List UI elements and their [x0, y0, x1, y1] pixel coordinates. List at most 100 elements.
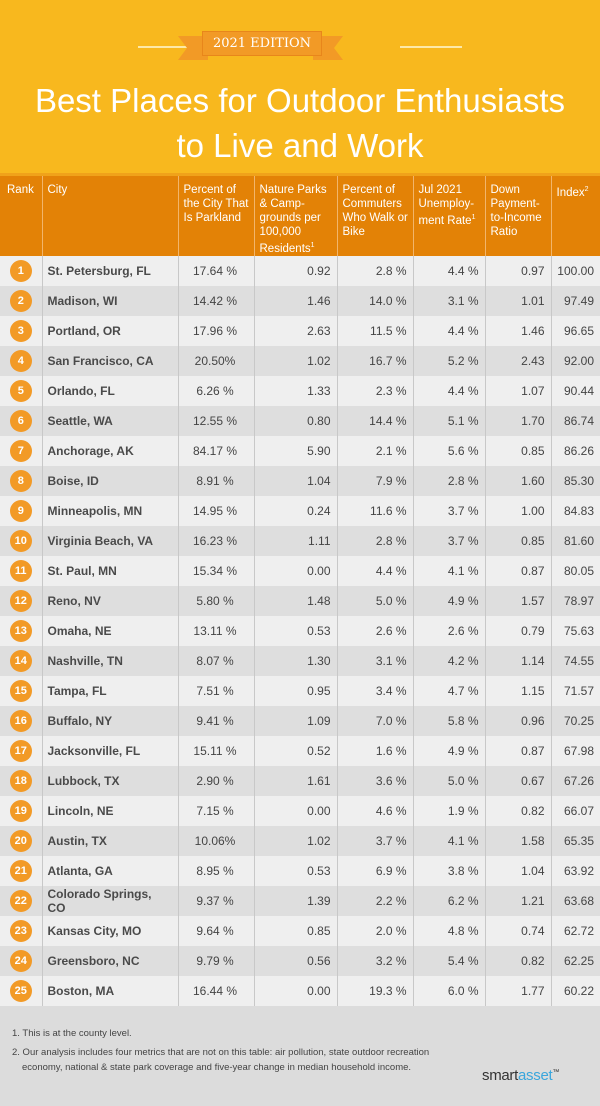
cell-city: Anchorage, AK [41, 435, 178, 466]
cell-nature-parks: 1.61 [253, 765, 337, 796]
cell-unemployment: 5.4 % [412, 945, 485, 976]
cell-parkland: 15.11 % [177, 735, 254, 766]
table-row: 7 Anchorage, AK 84.17 % 5.90 2.1 % 5.6 % 0.85 8… [0, 435, 600, 466]
table-row: 19 Lincoln, NE 7.15 % 0.00 4.6 % 1.9 % 0.82 66.… [0, 795, 600, 826]
cell-index: 67.26 [550, 765, 600, 796]
cell-city: St. Petersburg, FL [41, 255, 178, 286]
cell-nature-parks: 0.85 [253, 915, 337, 946]
cell-city: Tampa, FL [41, 675, 178, 706]
hero-banner: 2021 EDITION Best Places for Outdoor Ent… [0, 0, 600, 173]
column-header-city: City [41, 172, 178, 256]
rank-badge: 10 [9, 529, 32, 552]
cell-rank: 17 [0, 735, 42, 766]
cell-parkland: 8.91 % [177, 465, 254, 496]
cell-walk-bike: 11.6 % [336, 495, 413, 526]
cell-parkland: 13.11 % [177, 615, 254, 646]
cell-parkland: 20.50% [177, 345, 254, 376]
cell-walk-bike: 2.8 % [336, 255, 413, 286]
cell-index: 62.72 [550, 915, 600, 946]
rank-badge: 13 [9, 619, 32, 642]
footnote-marker: 2 [584, 186, 589, 193]
rank-badge: 22 [9, 889, 32, 912]
cell-walk-bike: 4.6 % [336, 795, 413, 826]
cell-rank: 12 [0, 585, 42, 616]
cell-nature-parks: 1.33 [253, 375, 337, 406]
table-row: 12 Reno, NV 5.80 % 1.48 5.0 % 4.9 % 1.57 78.97 [0, 585, 600, 616]
cell-down-payment: 1.46 [484, 315, 551, 346]
cell-city: Minneapolis, MN [41, 495, 178, 526]
rank-badge: 7 [9, 439, 32, 462]
cell-rank: 25 [0, 975, 42, 1006]
title-line-1: Best Places for Outdoor Enthusiasts [34, 82, 566, 119]
cell-nature-parks: 0.53 [253, 615, 337, 646]
cell-city: Atlanta, GA [41, 855, 178, 886]
cell-walk-bike: 3.2 % [336, 945, 413, 976]
cell-rank: 23 [0, 915, 42, 946]
cell-unemployment: 3.7 % [412, 495, 485, 526]
cell-index: 74.55 [550, 645, 600, 676]
table-row: 13 Omaha, NE 13.11 % 0.53 2.6 % 2.6 % 0.79 75.6… [0, 615, 600, 646]
cell-down-payment: 1.07 [484, 375, 551, 406]
cell-parkland: 2.90 % [177, 765, 254, 796]
cell-city: Jacksonville, FL [41, 735, 178, 766]
table-row: 6 Seattle, WA 12.55 % 0.80 14.4 % 5.1 % 1.70 86… [0, 405, 600, 436]
cell-parkland: 8.07 % [177, 645, 254, 676]
cell-rank: 4 [0, 345, 42, 376]
title-line-2: to Live and Work [176, 127, 424, 164]
rank-badge: 1 [9, 259, 32, 282]
cell-unemployment: 4.9 % [412, 585, 485, 616]
cell-rank: 7 [0, 435, 42, 466]
cell-unemployment: 3.1 % [412, 285, 485, 316]
cell-parkland: 14.95 % [177, 495, 254, 526]
rank-badge: 24 [9, 949, 32, 972]
table-header-row: Rank City Percent of the City That Is Pa… [0, 172, 600, 256]
rank-badge: 15 [9, 679, 32, 702]
cell-nature-parks: 0.00 [253, 795, 337, 826]
cell-down-payment: 1.00 [484, 495, 551, 526]
rank-badge: 8 [9, 469, 32, 492]
table-row: 25 Boston, MA 16.44 % 0.00 19.3 % 6.0 % 1.77 60… [0, 975, 600, 1006]
cell-parkland: 10.06% [177, 825, 254, 856]
cell-walk-bike: 3.4 % [336, 675, 413, 706]
cell-index: 85.30 [550, 465, 600, 496]
cell-parkland: 9.79 % [177, 945, 254, 976]
cell-parkland: 7.15 % [177, 795, 254, 826]
cell-rank: 9 [0, 495, 42, 526]
table-body: 1 St. Petersburg, FL 17.64 % 0.92 2.8 % 4.4 %… [0, 255, 600, 1006]
cell-down-payment: 1.57 [484, 585, 551, 616]
cell-nature-parks: 0.95 [253, 675, 337, 706]
cell-city: Orlando, FL [41, 375, 178, 406]
footnote-2: 2. Our analysis includes four metrics th… [12, 1047, 430, 1073]
rank-badge: 21 [9, 859, 32, 882]
rank-badge: 17 [9, 739, 32, 762]
edition-badge: 2021 EDITION [202, 31, 322, 56]
cell-down-payment: 0.82 [484, 795, 551, 826]
cell-unemployment: 4.9 % [412, 735, 485, 766]
cell-walk-bike: 14.4 % [336, 405, 413, 436]
cell-unemployment: 2.6 % [412, 615, 485, 646]
cell-down-payment: 0.85 [484, 435, 551, 466]
rank-badge: 11 [9, 559, 32, 582]
cell-rank: 1 [0, 255, 42, 286]
cell-nature-parks: 1.46 [253, 285, 337, 316]
cell-index: 70.25 [550, 705, 600, 736]
cell-walk-bike: 2.8 % [336, 525, 413, 556]
cell-walk-bike: 3.6 % [336, 765, 413, 796]
column-header-unemployment: Jul 2021 Unemploy-ment Rate1 [412, 172, 485, 256]
cell-index: 75.63 [550, 615, 600, 646]
rank-badge: 3 [9, 319, 32, 342]
cell-down-payment: 1.01 [484, 285, 551, 316]
cell-index: 81.60 [550, 525, 600, 556]
cell-parkland: 16.23 % [177, 525, 254, 556]
cell-rank: 18 [0, 765, 42, 796]
cell-rank: 20 [0, 825, 42, 856]
cell-index: 80.05 [550, 555, 600, 586]
cell-walk-bike: 1.6 % [336, 735, 413, 766]
cell-down-payment: 0.85 [484, 525, 551, 556]
table-row: 1 St. Petersburg, FL 17.64 % 0.92 2.8 % 4.4 %… [0, 255, 600, 286]
rank-badge: 16 [9, 709, 32, 732]
cell-unemployment: 4.8 % [412, 915, 485, 946]
cell-rank: 24 [0, 945, 42, 976]
cell-unemployment: 3.8 % [412, 855, 485, 886]
footnote-marker: 1 [471, 214, 476, 221]
